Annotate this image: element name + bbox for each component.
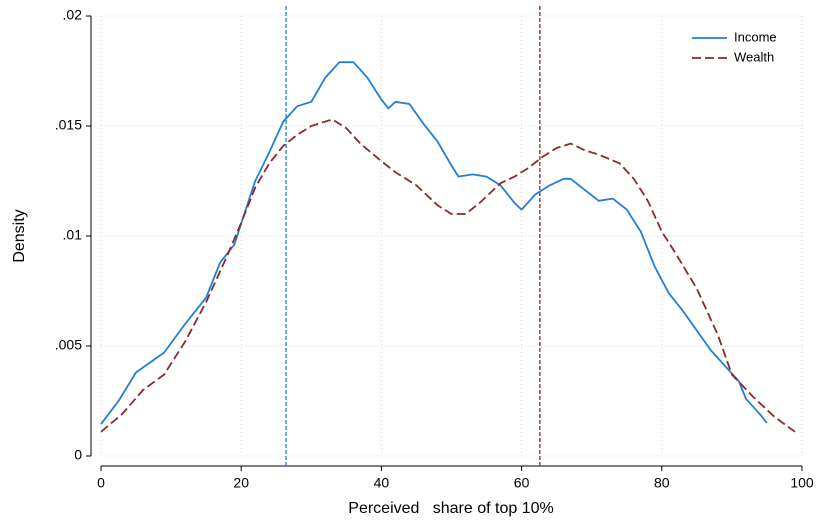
series-line [100,118,796,433]
y-tick-label: 0 [74,447,82,463]
y-tick-label: .005 [55,337,82,353]
x-tick-label: 80 [654,475,670,491]
x-tick-label: 0 [97,475,105,491]
x-tick-label: 60 [514,475,530,491]
x-axis-title: Perceived share of top 10% [348,500,553,517]
y-tick-label: .02 [63,7,83,23]
legend-text: Income [734,29,777,44]
x-tick-label: 20 [233,475,249,491]
legend-text: Wealth [734,49,774,64]
y-axis-title: Density [11,209,28,262]
series-line [100,61,768,425]
x-tick-label: 100 [790,475,814,491]
x-tick-label: 40 [374,475,390,491]
y-tick-label: .01 [63,227,83,243]
y-tick-label: .015 [55,117,82,133]
